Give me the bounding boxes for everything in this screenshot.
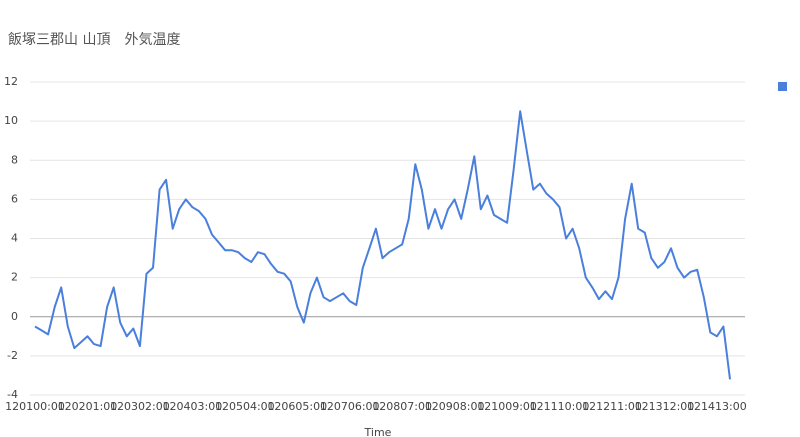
x-tick-label: 120706:00 xyxy=(320,400,380,413)
x-tick-label: 121110:00 xyxy=(530,400,590,413)
y-tick-label: 2 xyxy=(11,271,18,284)
y-tick-label: 6 xyxy=(11,192,18,205)
x-tick-label: 120302:00 xyxy=(110,400,170,413)
y-tick-label: -4 xyxy=(7,388,18,401)
x-tick-label: 121211:00 xyxy=(582,400,642,413)
x-tick-label: 121413:00 xyxy=(687,400,747,413)
chart-title: 飯塚三郡山 山頂 外気温度 xyxy=(8,31,180,48)
y-tick-label: -2 xyxy=(7,349,18,362)
x-tick-label: 120605:00 xyxy=(267,400,327,413)
x-tick-label: 120100:00 xyxy=(5,400,65,413)
x-axis-title: Time xyxy=(364,426,392,437)
x-tick-label: 120504:00 xyxy=(215,400,275,413)
y-tick-label: 4 xyxy=(11,232,18,245)
y-tick-label: 0 xyxy=(11,310,18,323)
x-tick-label: 121312:00 xyxy=(635,400,695,413)
legend-swatch xyxy=(778,82,787,91)
y-tick-label: 8 xyxy=(11,153,18,166)
x-tick-label: 120403:00 xyxy=(163,400,223,413)
y-tick-label: 10 xyxy=(4,114,18,127)
y-tick-label: 12 xyxy=(4,75,18,88)
x-tick-label: 120201:00 xyxy=(58,400,118,413)
x-tick-label: 121009:00 xyxy=(477,400,537,413)
x-tick-label: 120908:00 xyxy=(425,400,485,413)
line-series xyxy=(34,110,731,380)
x-tick-label: 120807:00 xyxy=(372,400,432,413)
